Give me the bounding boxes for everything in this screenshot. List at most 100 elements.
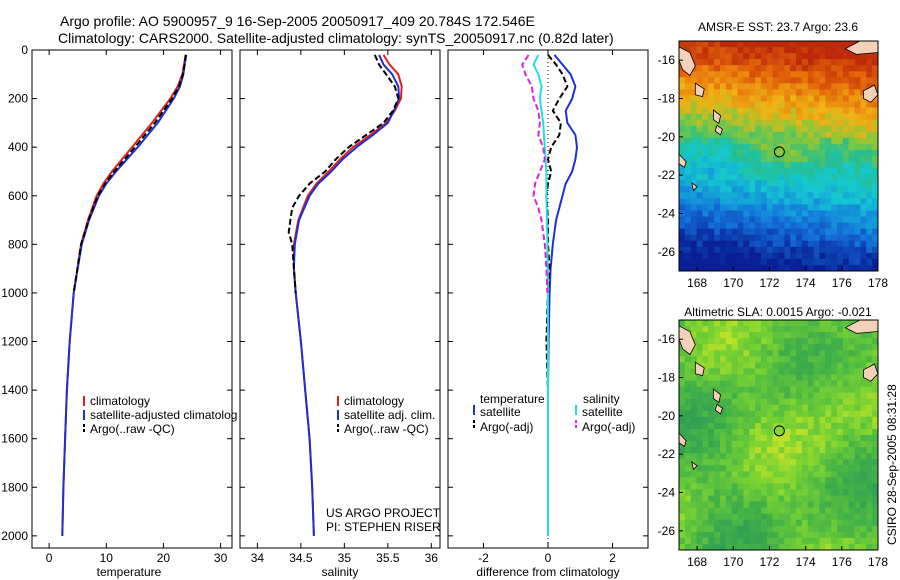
- heatmap-cell: [860, 156, 867, 163]
- heatmap-cell: [679, 362, 686, 370]
- heatmap-cell: [825, 368, 832, 376]
- heatmap-cell: [860, 107, 867, 115]
- heatmap-cell: [837, 125, 844, 133]
- heatmap-cell: [766, 192, 774, 199]
- heatmap-cell: [690, 441, 698, 448]
- heatmap-cell: [714, 162, 721, 169]
- heatmap-cell: [813, 258, 821, 266]
- heatmap-cell: [679, 143, 686, 151]
- heatmap-cell: [807, 107, 815, 115]
- heatmap-cell: [825, 507, 832, 515]
- heatmap-cell: [725, 501, 733, 509]
- heatmap-cell: [755, 149, 762, 157]
- heatmap-cell: [842, 380, 850, 388]
- heatmap-cell: [679, 380, 686, 388]
- heatmap-cell: [714, 240, 721, 248]
- heatmap-cell: [796, 198, 803, 206]
- heatmap-cell: [760, 362, 768, 370]
- heatmap-cell: [860, 264, 867, 271]
- heatmap-cell: [831, 392, 838, 400]
- heatmap-cell: [796, 71, 803, 78]
- heatmap-cell: [819, 501, 826, 509]
- heatmap-cell: [696, 501, 704, 509]
- x-tick-label: 178: [868, 555, 888, 569]
- y-tick-label: -20: [658, 409, 676, 423]
- heatmap-cell: [837, 501, 844, 509]
- heatmap-cell: [737, 416, 744, 424]
- heatmap-cell: [690, 119, 698, 127]
- heatmap-cell: [784, 143, 791, 151]
- heatmap-cell: [755, 156, 762, 163]
- sst-map-frame: [678, 40, 879, 272]
- heatmap-cell: [813, 240, 821, 248]
- heatmap-cell: [801, 416, 809, 424]
- heatmap-cell: [760, 258, 768, 266]
- heatmap-cell: [737, 252, 744, 260]
- heatmap-cell: [831, 222, 838, 230]
- heatmap-cell: [813, 356, 821, 363]
- heatmap-cell: [854, 258, 862, 266]
- heatmap-cell: [825, 332, 832, 339]
- heatmap-cell: [848, 477, 856, 485]
- heatmap-cell: [684, 258, 692, 266]
- heatmap-cell: [714, 380, 721, 388]
- heatmap-cell: [813, 374, 821, 382]
- heatmap-cell: [731, 137, 739, 145]
- heatmap-cell: [749, 525, 756, 533]
- heatmap-cell: [819, 77, 826, 84]
- heatmap-cell: [872, 156, 878, 163]
- heatmap-cell: [825, 222, 832, 230]
- heatmap-cell: [702, 501, 709, 509]
- heatmap-cell: [714, 77, 721, 84]
- heatmap-cell: [684, 240, 692, 248]
- heatmap-cell: [684, 441, 692, 448]
- heatmap-cell: [813, 513, 821, 521]
- heatmap-cell: [696, 422, 704, 430]
- heatmap-cell: [796, 453, 803, 460]
- heatmap-cell: [714, 453, 721, 460]
- heatmap-cell: [725, 531, 733, 539]
- heatmap-cell: [831, 95, 838, 103]
- heatmap-cell: [737, 210, 744, 218]
- heatmap-cell: [743, 386, 750, 394]
- y-tick-label: 600: [8, 189, 28, 203]
- heatmap-cell: [690, 53, 698, 60]
- heatmap-cell: [725, 83, 733, 91]
- heatmap-cell: [772, 483, 780, 491]
- heatmap-cell: [842, 156, 850, 163]
- heatmap-cell: [790, 186, 797, 193]
- heatmap-cell: [690, 543, 698, 550]
- heatmap-cell: [731, 531, 739, 539]
- heatmap-cell: [725, 525, 733, 533]
- heatmap-cell: [702, 89, 709, 97]
- heatmap-cell: [743, 380, 750, 388]
- heatmap-cell: [825, 483, 832, 491]
- heatmap-cell: [679, 234, 686, 242]
- heatmap-cell: [819, 531, 826, 539]
- heatmap-cell: [725, 441, 733, 448]
- heatmap-cell: [831, 398, 838, 406]
- heatmap-cell: [684, 186, 692, 193]
- heatmap-cell: [825, 404, 832, 412]
- heatmap-cell: [690, 264, 698, 271]
- heatmap-cell: [772, 47, 780, 54]
- heatmap-cell: [866, 107, 873, 115]
- heatmap-cell: [760, 519, 768, 527]
- heatmap-cell: [796, 77, 803, 84]
- heatmap-cell: [755, 240, 762, 248]
- heatmap-cell: [837, 513, 844, 521]
- heatmap-cell: [725, 338, 733, 345]
- heatmap-cell: [778, 192, 785, 199]
- heatmap-cell: [872, 107, 878, 115]
- heatmap-cell: [760, 531, 768, 539]
- heatmap-cell: [743, 168, 750, 175]
- heatmap-cell: [872, 374, 878, 382]
- heatmap-cell: [772, 180, 780, 187]
- heatmap-cell: [848, 137, 856, 145]
- heatmap-cell: [790, 137, 797, 145]
- heatmap-cell: [778, 168, 785, 175]
- heatmap-cell: [784, 53, 791, 60]
- heatmap-cell: [766, 198, 774, 206]
- heatmap-cell: [866, 525, 873, 533]
- heatmap-cell: [837, 156, 844, 163]
